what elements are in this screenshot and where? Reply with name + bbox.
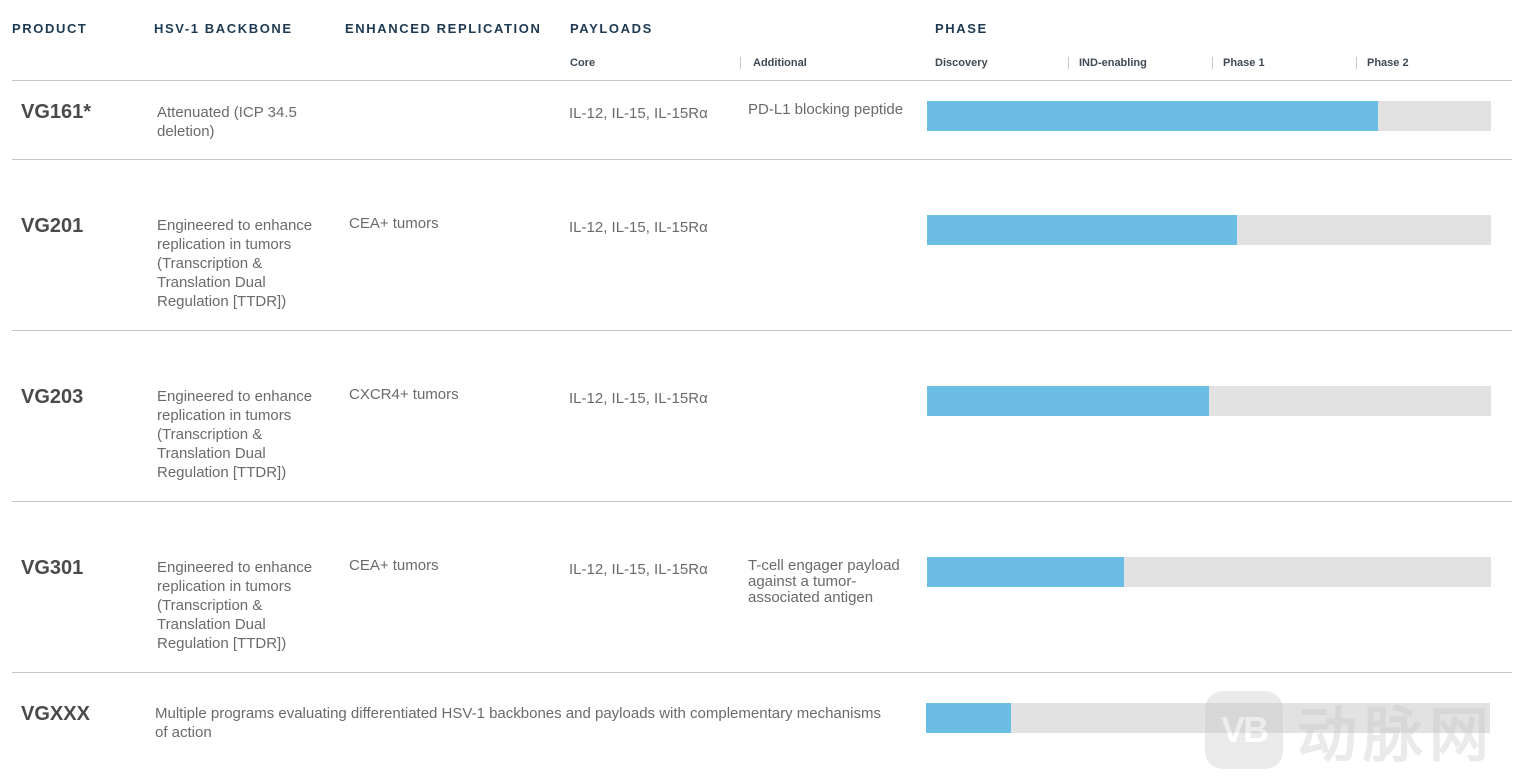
backbone-text: Engineered to enhance replication in tum… (157, 559, 313, 652)
replication-text: CEA+ tumors (349, 215, 439, 232)
phase-progress-fill (926, 703, 1011, 733)
replication-text: CXCR4+ tumors (349, 386, 459, 403)
column-header-product: PRODUCT (12, 21, 88, 36)
product-name: VG201 (21, 215, 84, 237)
product-name: VG203 (21, 386, 84, 408)
phase-progress-bar (927, 557, 1491, 587)
phase-divider (1212, 57, 1213, 69)
phase-progress-bar (926, 703, 1490, 733)
replication-text: CEA+ tumors (349, 557, 439, 574)
row-divider (12, 330, 1512, 331)
phase-progress-bar (927, 386, 1491, 416)
phase-progress-fill (927, 215, 1238, 245)
row-divider (12, 159, 1512, 160)
phase-progress-fill (927, 386, 1209, 416)
product-name: VG301 (21, 557, 84, 579)
watermark-text: 动脉网 (1297, 701, 1495, 769)
header-divider (12, 80, 1512, 81)
phase-label-phase-2: Phase 2 (1367, 57, 1409, 69)
additional-payload-text: PD-L1 blocking peptide (748, 101, 904, 118)
phase-label-discovery: Discovery (935, 57, 988, 69)
phase-label-phase-1: Phase 1 (1223, 57, 1265, 69)
row-divider (12, 672, 1512, 673)
column-header-payloads: PAYLOADS (570, 21, 653, 36)
product-name: VGXXX (21, 703, 90, 725)
backbone-text: Engineered to enhance replication in tum… (157, 388, 313, 481)
backbone-text: Engineered to enhance replication in tum… (157, 217, 313, 310)
column-header-backbone: HSV-1 BACKBONE (154, 21, 293, 36)
phase-progress-bar (927, 215, 1491, 245)
phase-progress-fill (927, 101, 1379, 131)
subheader-divider (740, 57, 741, 69)
additional-payload-text: T-cell engager payload against a tumor-a… (748, 557, 900, 606)
watermark-badge: VB (1205, 691, 1283, 769)
phase-progress-bar (927, 101, 1491, 131)
core-payload-text: IL-12, IL-15, IL-15Rα (569, 390, 708, 407)
subheader-additional: Additional (753, 57, 807, 69)
core-payload-text: IL-12, IL-15, IL-15Rα (569, 219, 708, 236)
product-name: VG161* (21, 101, 92, 123)
core-payload-text: IL-12, IL-15, IL-15Rα (569, 105, 708, 122)
column-header-replication: ENHANCED REPLICATION (345, 21, 542, 36)
backbone-text: Attenuated (ICP 34.5 deletion) (157, 104, 297, 140)
program-description: Multiple programs evaluating differentia… (155, 705, 881, 741)
row-divider (12, 501, 1512, 502)
subheader-core: Core (570, 57, 596, 69)
phase-label-ind-enabling: IND-enabling (1079, 57, 1147, 69)
phase-progress-fill (927, 557, 1125, 587)
phase-divider (1356, 57, 1357, 69)
column-header-phase: PHASE (935, 21, 988, 36)
phase-divider (1068, 57, 1069, 69)
core-payload-text: IL-12, IL-15, IL-15Rα (569, 561, 708, 578)
watermark-logo: VB 动脉网 (1205, 690, 1515, 770)
